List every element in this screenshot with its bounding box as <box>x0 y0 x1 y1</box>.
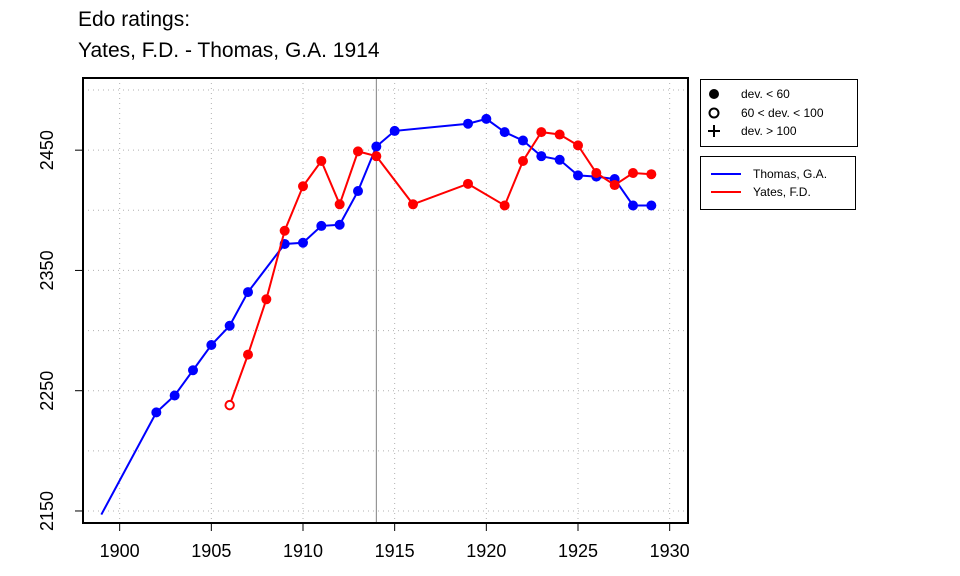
legend-row-plus: dev. > 100 <box>701 123 797 139</box>
y-tick-label: 2150 <box>37 491 57 531</box>
data-point <box>298 181 308 192</box>
series-line <box>228 131 652 406</box>
data-point <box>298 237 308 248</box>
data-point <box>151 407 162 418</box>
data-point <box>206 340 217 350</box>
data-point <box>536 151 547 162</box>
x-tick-label: 1930 <box>650 541 690 561</box>
data-point <box>243 287 253 298</box>
legend-row-series-1: Thomas, G.A. <box>711 166 827 182</box>
chart-title-line1: Edo ratings: <box>78 8 191 31</box>
open-circle-icon <box>701 107 727 119</box>
data-point <box>334 199 345 210</box>
data-point <box>573 140 583 151</box>
data-point <box>646 169 657 180</box>
plot-frame <box>82 77 689 524</box>
data-point <box>554 154 565 165</box>
y-tick-label: 2450 <box>37 130 57 170</box>
series-1 <box>100 113 657 516</box>
data-point <box>224 320 235 331</box>
data-point <box>188 365 198 376</box>
legend-label: 60 < dev. < 100 <box>741 106 824 120</box>
x-tick-label: 1905 <box>191 541 231 561</box>
data-point <box>371 141 382 152</box>
data-point <box>536 127 547 138</box>
data-point <box>554 129 565 140</box>
y-tick-label: 2350 <box>37 250 57 290</box>
legend-label: dev. < 60 <box>741 87 790 101</box>
data-point <box>628 200 638 211</box>
legend-row-series-2: Yates, F.D. <box>711 184 811 200</box>
legend-series-label: Yates, F.D. <box>753 185 811 199</box>
data-point <box>408 199 418 210</box>
data-point <box>481 113 492 124</box>
marker-legend: dev. < 60 60 < dev. < 100 dev. > 100 <box>700 79 858 147</box>
x-tick-label: 1915 <box>375 541 415 561</box>
data-point <box>463 118 473 129</box>
filled-circle-icon <box>701 88 727 100</box>
data-point <box>518 155 528 166</box>
data-point <box>499 127 510 138</box>
series-legend: Thomas, G.A. Yates, F.D. <box>700 156 856 210</box>
data-point <box>353 186 363 197</box>
x-tick-label: 1920 <box>466 541 506 561</box>
data-point <box>573 170 583 181</box>
data-point <box>353 146 363 157</box>
y-tick-label: 2250 <box>37 371 57 411</box>
data-point <box>518 135 528 146</box>
data-point <box>609 180 620 191</box>
x-tick-label: 1910 <box>283 541 323 561</box>
plus-icon <box>701 125 727 137</box>
legend-row-filled: dev. < 60 <box>701 86 790 102</box>
x-tick-label: 1925 <box>558 541 598 561</box>
x-tick-label: 1900 <box>100 541 140 561</box>
series-2 <box>224 127 657 411</box>
data-point-open <box>224 399 235 411</box>
data-point <box>334 219 345 230</box>
grid <box>83 78 688 523</box>
data-point <box>499 200 510 211</box>
data-point <box>316 220 327 231</box>
legend-label: dev. > 100 <box>741 124 797 138</box>
axes: 1900 1905 1910 1915 1920 1925 1930 2150 2250 2350… <box>37 130 690 561</box>
data-point <box>261 294 272 305</box>
legend-line-swatch <box>711 173 741 175</box>
data-point <box>591 168 602 179</box>
data-point <box>243 349 253 360</box>
chart-title-line2: Yates, F.D. - Thomas, G.A. 1914 <box>78 39 380 62</box>
data-point <box>371 151 382 162</box>
data-point <box>463 178 473 189</box>
data-point <box>316 155 327 166</box>
data-point <box>169 390 180 401</box>
legend-series-label: Thomas, G.A. <box>753 167 828 181</box>
data-point <box>279 225 290 236</box>
legend-row-open: 60 < dev. < 100 <box>701 105 824 121</box>
legend-line-swatch <box>711 191 741 193</box>
series-layer <box>100 113 657 516</box>
data-point <box>389 125 400 136</box>
data-point <box>628 168 638 179</box>
data-point <box>646 200 657 211</box>
